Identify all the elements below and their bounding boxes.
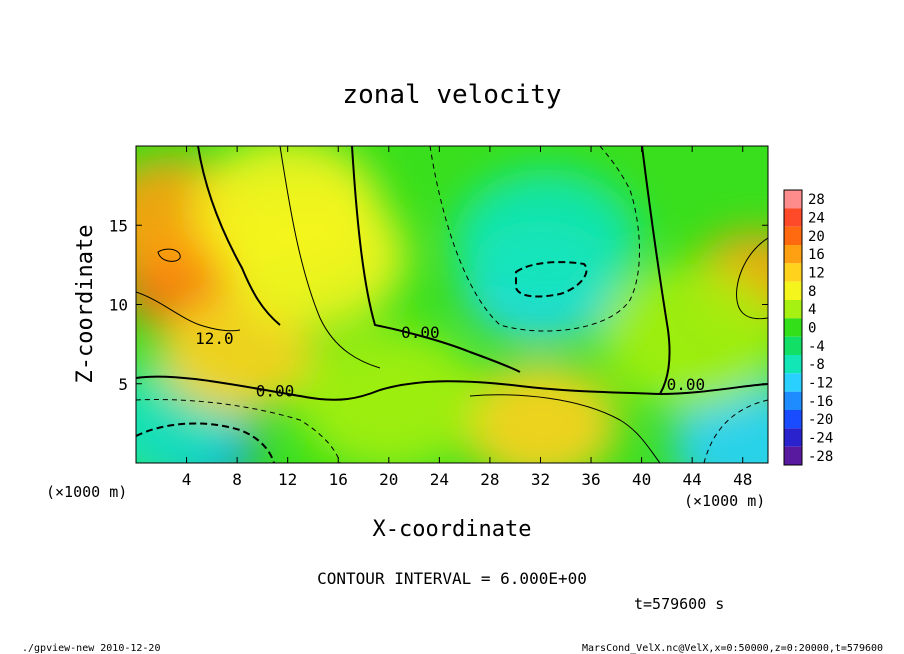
colorbar-swatch-0 — [784, 190, 802, 209]
contour-labels: 12.0 0.00 0.00 0.00 — [195, 323, 705, 401]
x-tick-label-10: 44 — [683, 470, 702, 489]
colorbar-label-4: 12 — [808, 266, 825, 282]
colorbar-label-6: 4 — [808, 302, 816, 318]
x-axis-label: X-coordinate — [373, 517, 532, 542]
x-tick-label-3: 16 — [329, 470, 348, 489]
field-anomaly-12 — [598, 264, 768, 409]
colorbar-label-8: -4 — [808, 339, 825, 355]
colorbar-swatch-1 — [784, 208, 802, 227]
field-anomaly-8 — [462, 363, 619, 463]
zero-contour-bottom — [136, 375, 768, 401]
colorbar-label-11: -16 — [808, 394, 833, 410]
colorbar-swatch-14 — [784, 446, 802, 465]
colorbar-label-9: -8 — [808, 357, 825, 373]
field-anomaly-11 — [219, 184, 407, 329]
x-tick-label-1: 8 — [232, 470, 242, 489]
contour-minus12-center — [515, 261, 588, 298]
field-anomalies — [136, 146, 768, 463]
contour-6-mid — [279, 146, 381, 369]
x-tick-label-6: 28 — [480, 470, 499, 489]
colorbar-label-12: -20 — [808, 412, 833, 428]
colorbar-label-13: -24 — [808, 431, 833, 447]
colorbar-label-10: -12 — [808, 376, 833, 392]
colorbar-label-0: 28 — [808, 192, 825, 208]
contour-minus12-bottom — [136, 422, 275, 463]
field-anomaly-13 — [295, 327, 483, 463]
contour-lines — [136, 146, 768, 463]
zero-contour-right — [641, 146, 671, 395]
footer-left: ./gpview-new 2010-12-20 — [22, 643, 160, 654]
colorbar-swatch-3 — [784, 245, 802, 264]
y-tick-label-0: 5 — [118, 375, 128, 394]
x-unit-note-right: (×1000 m) — [684, 492, 765, 510]
colorbar-swatch-4 — [784, 263, 802, 282]
x-tick-label-2: 12 — [278, 470, 297, 489]
colorbar-frame — [783, 189, 803, 466]
y-tick-label-1: 10 — [109, 296, 128, 315]
x-tick-label-9: 40 — [632, 470, 651, 489]
x-unit-note-left: (×1000 m) — [46, 483, 127, 501]
colorbar-label-7: 0 — [808, 321, 816, 337]
footer-right: MarsCond_VelX.nc@VelX,x=0:50000,z=0:2000… — [582, 643, 883, 654]
contour-label-2: 0.00 — [401, 323, 440, 342]
colorbar-swatch-7 — [784, 318, 802, 337]
colorbar-label-14: -28 — [808, 449, 833, 465]
colorbar: 28 24 20 16 12 8 4 0 -4 -8 -12 -16 -20 -24 -28 — [783, 189, 833, 466]
contour-minus6-bottom — [136, 399, 341, 463]
x-tick-label-11: 48 — [733, 470, 752, 489]
contour-interval-note: CONTOUR INTERVAL = 6.000E+00 — [317, 569, 587, 588]
colorbar-swatch-2 — [784, 226, 802, 245]
contour-12-right — [736, 237, 768, 320]
zero-contour-middle — [351, 146, 521, 373]
x-tick-label-5: 24 — [430, 470, 449, 489]
contour-minus6-center — [429, 146, 640, 332]
chart-title: zonal velocity — [342, 80, 561, 110]
field-anomaly-7 — [453, 169, 641, 314]
colorbar-label-5: 8 — [808, 284, 816, 300]
colorbar-swatch-13 — [784, 428, 802, 447]
colorbar-label-2: 20 — [808, 229, 825, 245]
colorbar-swatch-12 — [784, 410, 802, 429]
contour-label-3: 0.00 — [667, 375, 706, 394]
x-tick-label-8: 36 — [581, 470, 600, 489]
contour-label-1: 0.00 — [256, 381, 295, 400]
colorbar-swatch-10 — [784, 373, 802, 392]
colorbar-label-3: 16 — [808, 247, 825, 263]
colorbar-label-1: 24 — [808, 211, 825, 227]
x-tick-label-4: 20 — [379, 470, 398, 489]
colorbar-swatch-8 — [784, 336, 802, 355]
zero-contour-left — [197, 146, 281, 326]
contour-12-left — [136, 291, 241, 332]
contour-minus6-right — [703, 399, 768, 463]
colorbar-swatch-5 — [784, 281, 802, 300]
contour-6-lower — [469, 394, 661, 463]
contour-label-0: 12.0 — [195, 329, 234, 348]
colorbar-swatch-11 — [784, 391, 802, 410]
y-axis-label: Z-coordinate — [73, 225, 98, 384]
colorbar-swatch-6 — [784, 300, 802, 319]
contour-12-left-upper — [157, 248, 181, 262]
time-stamp: t=579600 s — [634, 595, 724, 613]
plot-area: 12.00.000.000.00 4 8 12 16 20 24 28 32 36 40 44 485… — [109, 145, 769, 489]
y-tick-label-2: 15 — [109, 216, 128, 235]
x-tick-label-7: 32 — [531, 470, 550, 489]
colorbar-swatch-9 — [784, 355, 802, 374]
x-tick-label-0: 4 — [182, 470, 192, 489]
